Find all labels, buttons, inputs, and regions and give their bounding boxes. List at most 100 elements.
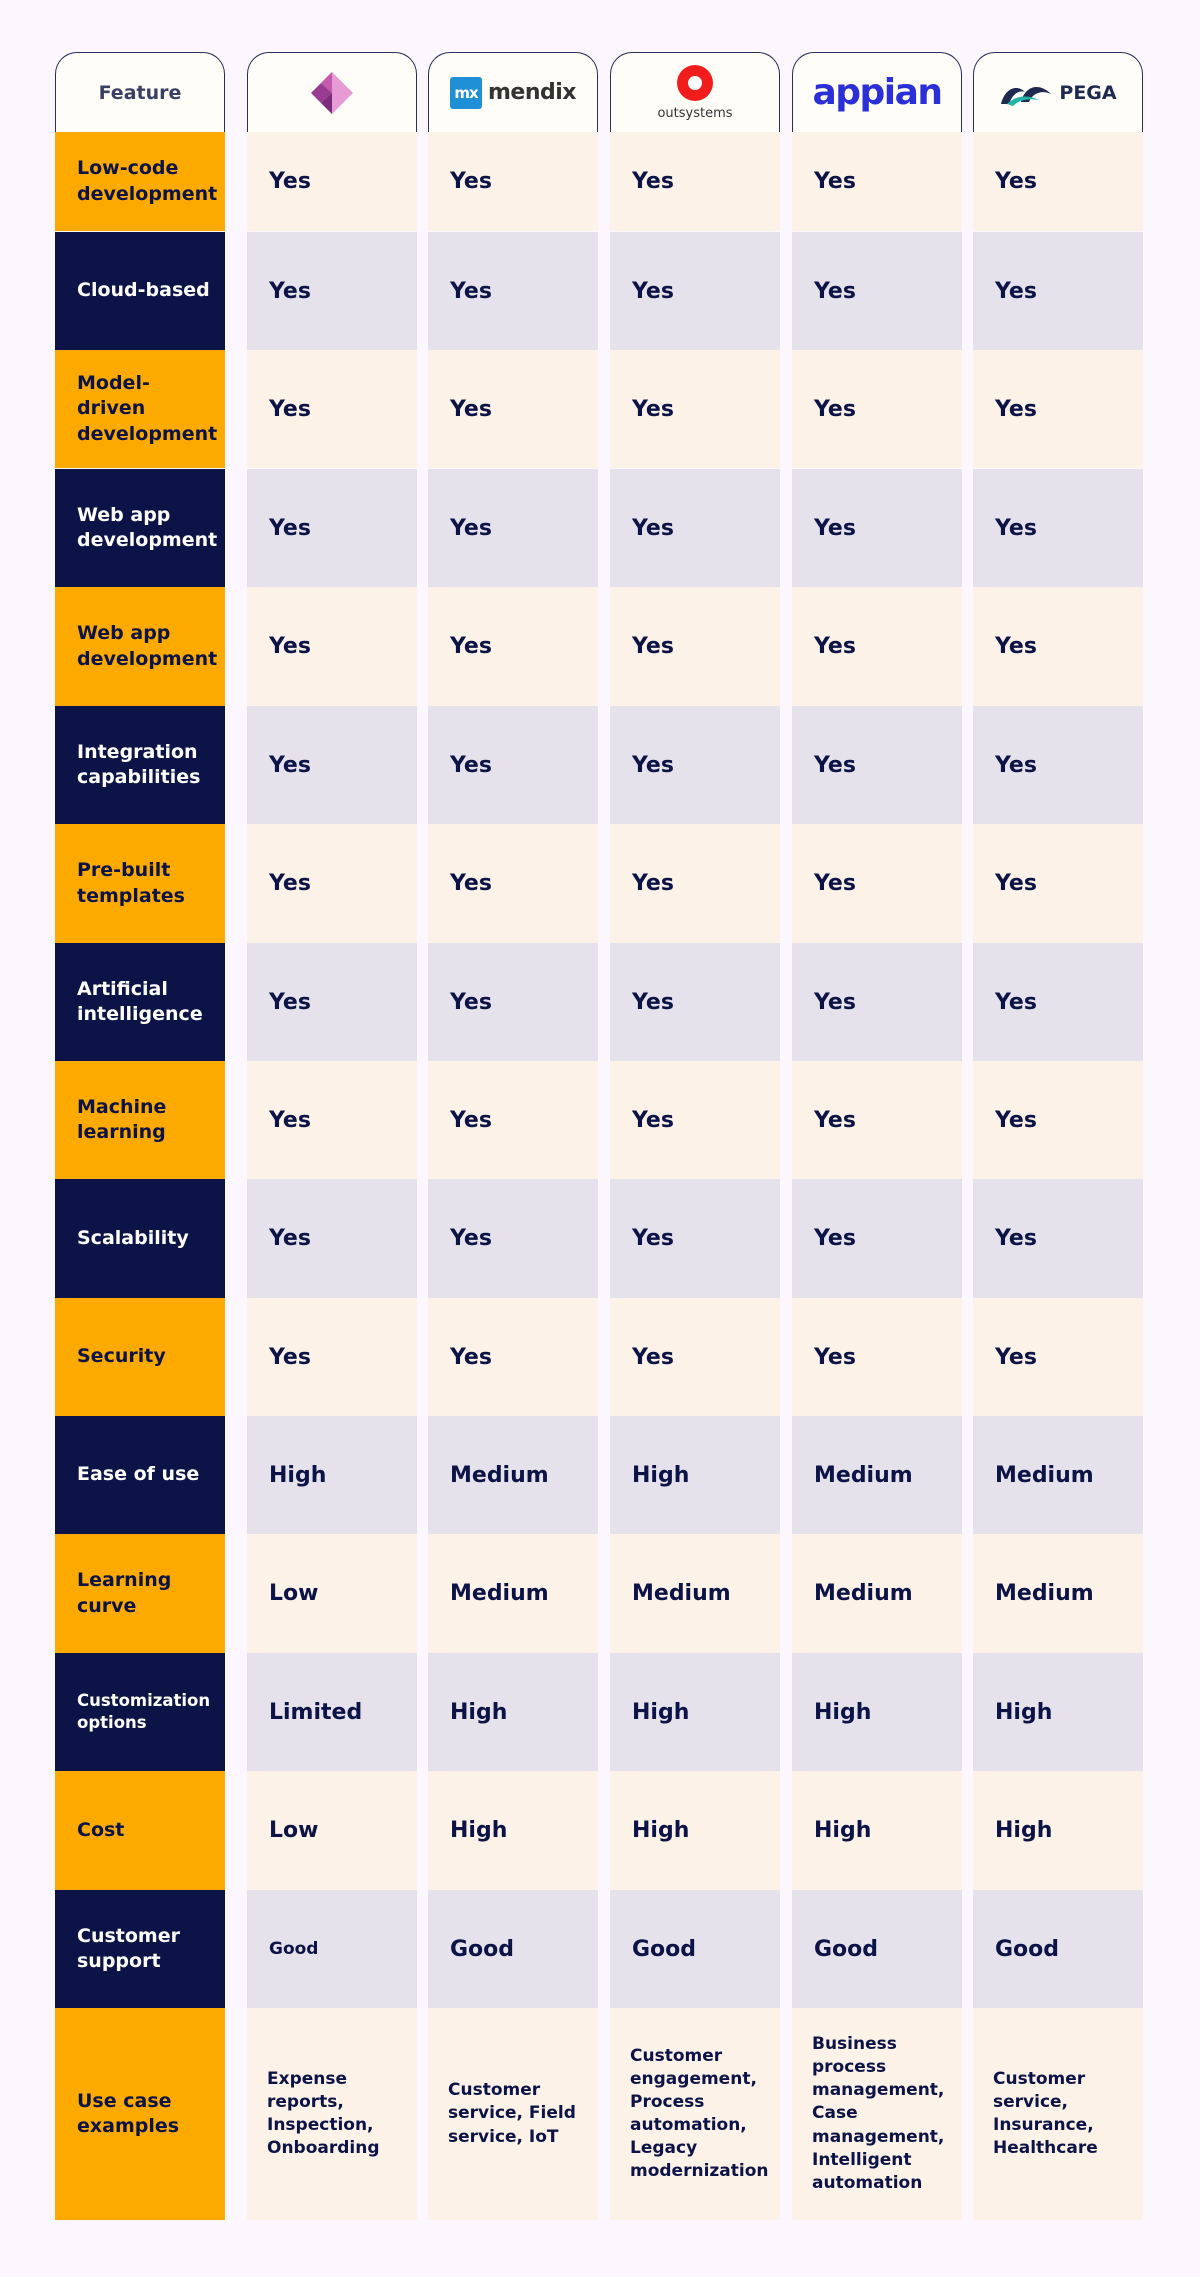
header-pega: PEGA — [973, 52, 1143, 132]
value-cell: Low — [247, 1534, 417, 1653]
feature-label: Web app development — [55, 469, 225, 587]
table-row: Use case examples Expense reports, Inspe… — [55, 2008, 1145, 2220]
value-cell: Yes — [610, 943, 780, 1061]
feature-label: Pre-built templates — [55, 824, 225, 943]
value-cell: Yes — [973, 587, 1143, 706]
table-row: Low-code development Yes Yes Yes Yes Yes — [55, 132, 1145, 231]
value-cell: Yes — [610, 1179, 780, 1298]
header-outsystems: outsystems — [610, 52, 780, 132]
value-cell: Yes — [610, 350, 780, 468]
value-cell: Yes — [428, 350, 598, 468]
value-cell: Yes — [247, 350, 417, 468]
value-cell: Yes — [792, 232, 962, 350]
table-row: Customer support Good Good Good Good Goo… — [55, 1890, 1145, 2008]
value-cell: Customer service, Insurance, Healthcare — [973, 2008, 1143, 2220]
value-cell: High — [610, 1653, 780, 1771]
mendix-wordmark: mendix — [488, 80, 577, 105]
value-cell: Medium — [973, 1416, 1143, 1534]
value-cell: Yes — [973, 132, 1143, 231]
header-appian: appian — [792, 52, 962, 132]
value-cell: Yes — [973, 824, 1143, 943]
table-row: Ease of use High Medium High Medium Medi… — [55, 1416, 1145, 1534]
value-cell: Customer engagement, Process automation,… — [610, 2008, 780, 2220]
feature-label: Customer support — [55, 1890, 225, 2008]
value-cell: Yes — [610, 706, 780, 824]
table-row: Artificial intelligence Yes Yes Yes Yes … — [55, 943, 1145, 1061]
power-apps-icon — [311, 71, 353, 114]
value-cell: Yes — [428, 706, 598, 824]
value-cell: Yes — [610, 132, 780, 231]
value-cell: Yes — [247, 587, 417, 706]
outsystems-logo — [677, 65, 713, 101]
header-mendix: mx mendix — [428, 52, 598, 132]
value-cell: Yes — [247, 1179, 417, 1298]
table-row: Integration capabilities Yes Yes Yes Yes… — [55, 706, 1145, 824]
value-cell: Yes — [973, 943, 1143, 1061]
value-cell: Yes — [973, 1298, 1143, 1416]
feature-label: Ease of use — [55, 1416, 225, 1534]
appian-logo: appian — [812, 72, 943, 113]
feature-label: Cost — [55, 1771, 225, 1890]
value-cell: Yes — [247, 1061, 417, 1179]
value-cell: Yes — [247, 706, 417, 824]
value-cell: Yes — [792, 469, 962, 587]
pega-wordmark: PEGA — [1059, 81, 1117, 104]
value-cell: Yes — [973, 350, 1143, 468]
value-cell: High — [247, 1416, 417, 1534]
value-cell: High — [792, 1653, 962, 1771]
value-cell: Yes — [247, 232, 417, 350]
value-cell: Yes — [610, 587, 780, 706]
value-cell: Business process management, Case manage… — [792, 2008, 962, 2220]
value-cell: High — [610, 1416, 780, 1534]
value-cell: Yes — [792, 1061, 962, 1179]
value-cell: Yes — [428, 232, 598, 350]
value-cell: Medium — [610, 1534, 780, 1653]
table-row: Pre-built templates Yes Yes Yes Yes Yes — [55, 824, 1145, 943]
value-cell: Yes — [428, 1298, 598, 1416]
value-cell: Yes — [792, 943, 962, 1061]
value-cell: High — [610, 1771, 780, 1890]
value-cell: Yes — [247, 943, 417, 1061]
value-cell: High — [973, 1653, 1143, 1771]
table-row: Cost Low High High High High — [55, 1771, 1145, 1890]
feature-label: Security — [55, 1298, 225, 1416]
value-cell: Yes — [610, 824, 780, 943]
table-row: Security Yes Yes Yes Yes Yes — [55, 1298, 1145, 1416]
value-cell: Good — [610, 1890, 780, 2008]
value-cell: Yes — [428, 132, 598, 231]
value-cell: Yes — [973, 1061, 1143, 1179]
feature-label: Machine learning — [55, 1061, 225, 1179]
value-cell: Yes — [973, 706, 1143, 824]
table-row: Customization options Limited High High … — [55, 1653, 1145, 1771]
value-cell: Yes — [792, 350, 962, 468]
value-cell: Yes — [610, 1061, 780, 1179]
value-cell: Yes — [428, 587, 598, 706]
value-cell: High — [792, 1771, 962, 1890]
table-row: Learning curve Low Medium Medium Medium … — [55, 1534, 1145, 1653]
pega-logo — [1001, 86, 1052, 106]
value-cell: Yes — [973, 1179, 1143, 1298]
value-cell: Medium — [792, 1534, 962, 1653]
value-cell: Medium — [428, 1416, 598, 1534]
value-cell: Limited — [247, 1653, 417, 1771]
value-cell: Medium — [792, 1416, 962, 1534]
value-cell: Yes — [247, 132, 417, 231]
value-cell: Yes — [428, 824, 598, 943]
value-cell: Yes — [428, 943, 598, 1061]
value-cell: Medium — [973, 1534, 1143, 1653]
header-feature: Feature — [55, 52, 225, 132]
value-cell: Yes — [792, 824, 962, 943]
outsystems-wordmark: outsystems — [657, 106, 733, 121]
mendix-logo: mx — [450, 76, 482, 109]
value-cell: Medium — [428, 1534, 598, 1653]
table-row: Model-driven development Yes Yes Yes Yes… — [55, 350, 1145, 468]
value-cell: High — [428, 1771, 598, 1890]
value-cell: Good — [973, 1890, 1143, 2008]
feature-label: Use case examples — [55, 2008, 225, 2220]
table-row: Machine learning Yes Yes Yes Yes Yes — [55, 1061, 1145, 1179]
value-cell: High — [973, 1771, 1143, 1890]
value-cell: High — [428, 1653, 598, 1771]
value-cell: Low — [247, 1771, 417, 1890]
value-cell: Good — [428, 1890, 598, 2008]
feature-label: Artificial intelligence — [55, 943, 225, 1061]
